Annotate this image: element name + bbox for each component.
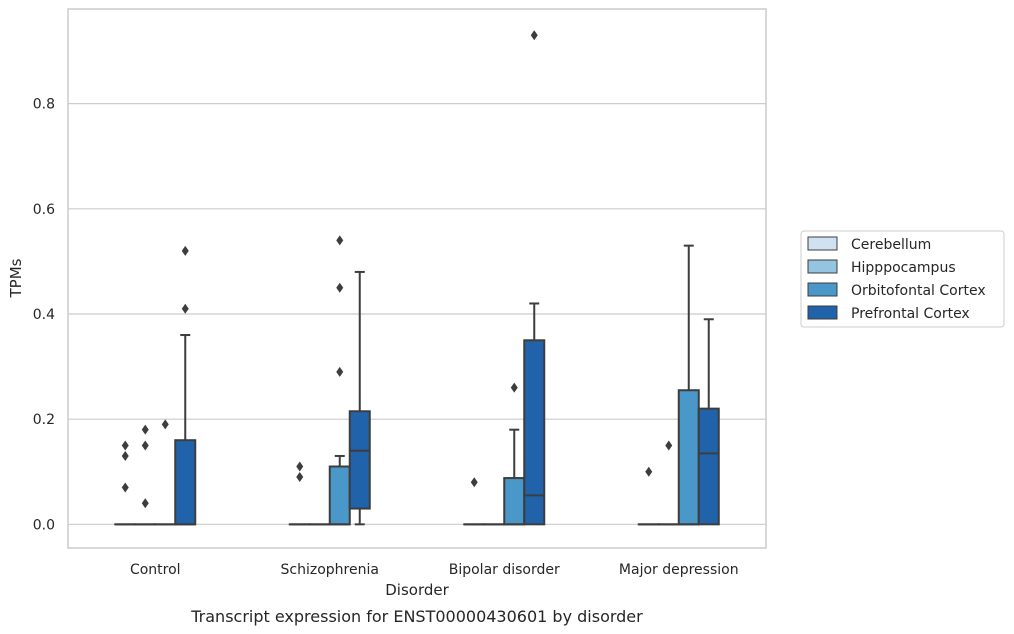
x-tick-label: Control [130,562,181,578]
outlier-point [336,366,344,377]
box-3-1 [348,270,371,526]
box-2-2 [503,382,526,526]
outlier-point [470,477,478,488]
outlier-point [141,440,149,451]
outlier-point [645,466,653,477]
box-3-2 [523,30,546,526]
outlier-point [665,440,673,451]
x-tick-label: Bipolar disorder [449,562,560,578]
outlier-point [530,30,538,41]
box-layer [114,30,720,526]
legend-swatch [807,236,838,251]
x-tick-label: Major depression [619,562,739,578]
box-body [503,477,526,526]
outlier-point [141,498,149,509]
box-body [174,439,197,526]
chart-caption: Transcript expression for ENST0000043060… [190,607,643,626]
box-0-3 [637,466,660,526]
outlier-point [141,424,149,435]
y-axis-ticks: 0.0 0.2 0.4 0.6 0.8 [33,97,55,534]
y-tick-label: 0.4 [33,307,55,323]
legend-swatch [807,282,838,297]
outlier-point [181,303,189,314]
box-body [697,407,720,526]
outlier-point [510,382,518,393]
legend-items: Cerebellum Hipppocampus Orbitofontal Corte… [807,236,986,322]
outlier-point [181,245,189,256]
y-tick-label: 0.2 [33,412,55,428]
legend-swatch [807,259,838,274]
plot-frame [67,8,767,549]
legend: Cerebellum Hipppocampus Orbitofontal Corte… [800,230,1005,328]
box-2-3 [677,244,700,526]
x-tick-label: Schizophrenia [281,562,379,578]
box-body [348,410,371,510]
y-axis-title: TPMs [7,258,25,298]
legend-frame [800,230,1005,328]
box-3-0 [174,245,197,526]
outlier-point [296,461,304,472]
y-tick-label: 0.8 [33,97,55,113]
outlier-point [121,482,129,493]
x-axis-ticks: Control Schizophrenia Bipolar disorder Majo… [130,562,739,578]
legend-label: Cerebellum [851,237,931,253]
x-axis-title: Disorder [385,581,449,599]
outlier-point [336,282,344,293]
legend-label: Prefrontal Cortex [851,306,970,322]
box-0-0 [114,440,137,526]
outlier-point [296,472,304,483]
outlier-point [121,450,129,461]
box-3-3 [697,318,720,526]
legend-label: Hipppocampus [851,260,956,276]
box-body [328,465,351,526]
box-body [523,339,546,526]
box-2-1 [328,235,351,526]
outlier-point [336,235,344,246]
plot-area [68,9,766,548]
box-body [677,389,700,526]
outlier-point [161,419,169,430]
outlier-point [121,440,129,451]
y-tick-label: 0.6 [33,202,55,218]
legend-label: Orbitofontal Cortex [851,283,986,299]
legend-swatch [807,305,838,320]
y-tick-label: 0.0 [33,517,55,533]
